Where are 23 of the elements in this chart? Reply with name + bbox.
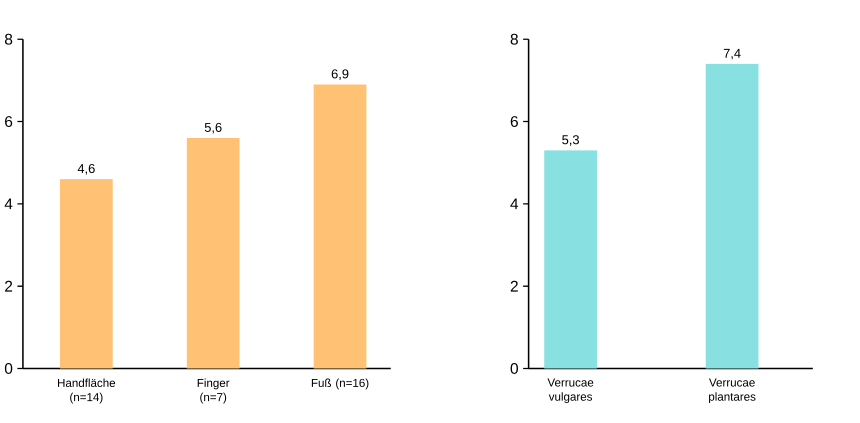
y-tick-label: 6	[5, 116, 12, 128]
data-label: 5,6	[204, 123, 222, 134]
data-label: 6,9	[332, 70, 348, 80]
y-tick-label: 4	[4, 198, 12, 210]
y-tick-label: 2	[510, 281, 518, 292]
bar	[314, 84, 366, 369]
y-tick-label: 8	[4, 34, 12, 45]
x-tick-label: Handfläche (n=14)	[58, 378, 116, 404]
data-label: 7,4	[724, 49, 741, 60]
data-label: 5,3	[562, 135, 579, 146]
x-tick-label: Verrucae vulgares	[547, 378, 594, 404]
x-tick-label: Fuß (n=16)	[312, 378, 368, 390]
y-tick-label: 4	[510, 198, 518, 210]
x-tick-label: Verrucae plantares	[709, 378, 756, 404]
y-tick-label: 6	[510, 116, 518, 128]
y-tick-label: 0	[510, 363, 518, 374]
x-tick-label: Finger (n=7)	[198, 378, 230, 404]
y-tick-label: 0	[4, 363, 12, 374]
y-tick-label: 2	[5, 281, 12, 292]
bar	[60, 179, 113, 369]
bar	[186, 138, 240, 369]
y-tick-label: 8	[510, 34, 518, 45]
data-label: 4,6	[78, 164, 95, 175]
